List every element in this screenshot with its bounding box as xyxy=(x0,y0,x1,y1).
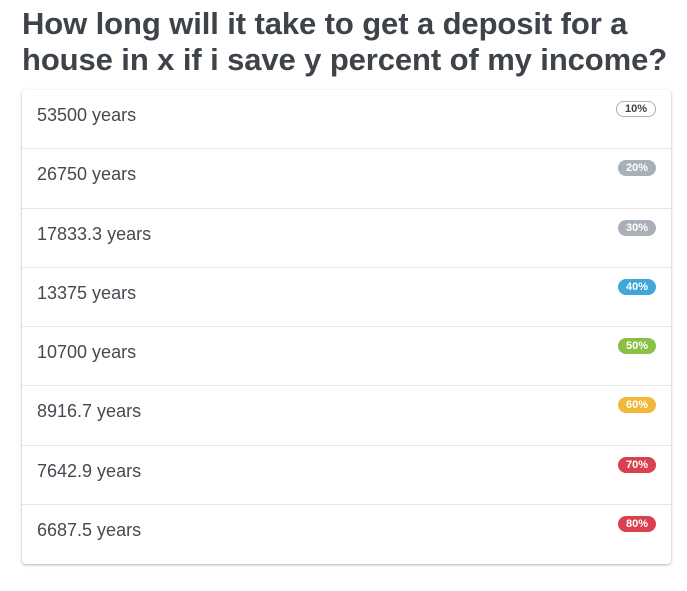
years-label: 8916.7 years xyxy=(37,401,142,422)
years-label: 26750 years xyxy=(37,164,137,185)
percent-badge: 10% xyxy=(616,101,656,117)
years-label: 7642.9 years xyxy=(37,460,142,481)
percent-badge: 30% xyxy=(618,219,656,236)
results-list: 53500 years 10% 26750 years 20% 17833.3 … xyxy=(22,90,671,564)
years-label: 17833.3 years xyxy=(37,223,152,244)
percent-badge: 60% xyxy=(618,397,656,414)
percent-badge: 40% xyxy=(618,278,656,295)
years-label: 53500 years xyxy=(37,105,137,125)
percent-badge: 70% xyxy=(618,456,656,473)
list-item: 6687.5 years 80% xyxy=(22,505,671,564)
years-label: 10700 years xyxy=(37,342,137,362)
list-item: 13375 years 40% xyxy=(22,268,671,327)
percent-badge: 80% xyxy=(618,515,656,532)
list-item: 10700 years 50% xyxy=(22,327,671,387)
list-item: 7642.9 years 70% xyxy=(22,446,671,505)
list-item: 8916.7 years 60% xyxy=(22,386,671,446)
years-label: 6687.5 years xyxy=(37,519,142,540)
page-title: How long will it take to get a deposit f… xyxy=(22,6,668,77)
list-item: 17833.3 years 30% xyxy=(22,209,671,268)
list-item: 53500 years 10% xyxy=(22,90,671,150)
percent-badge: 50% xyxy=(618,338,656,354)
list-item: 26750 years 20% xyxy=(22,149,671,209)
percent-badge: 20% xyxy=(618,160,656,177)
years-label: 13375 years xyxy=(37,282,137,303)
